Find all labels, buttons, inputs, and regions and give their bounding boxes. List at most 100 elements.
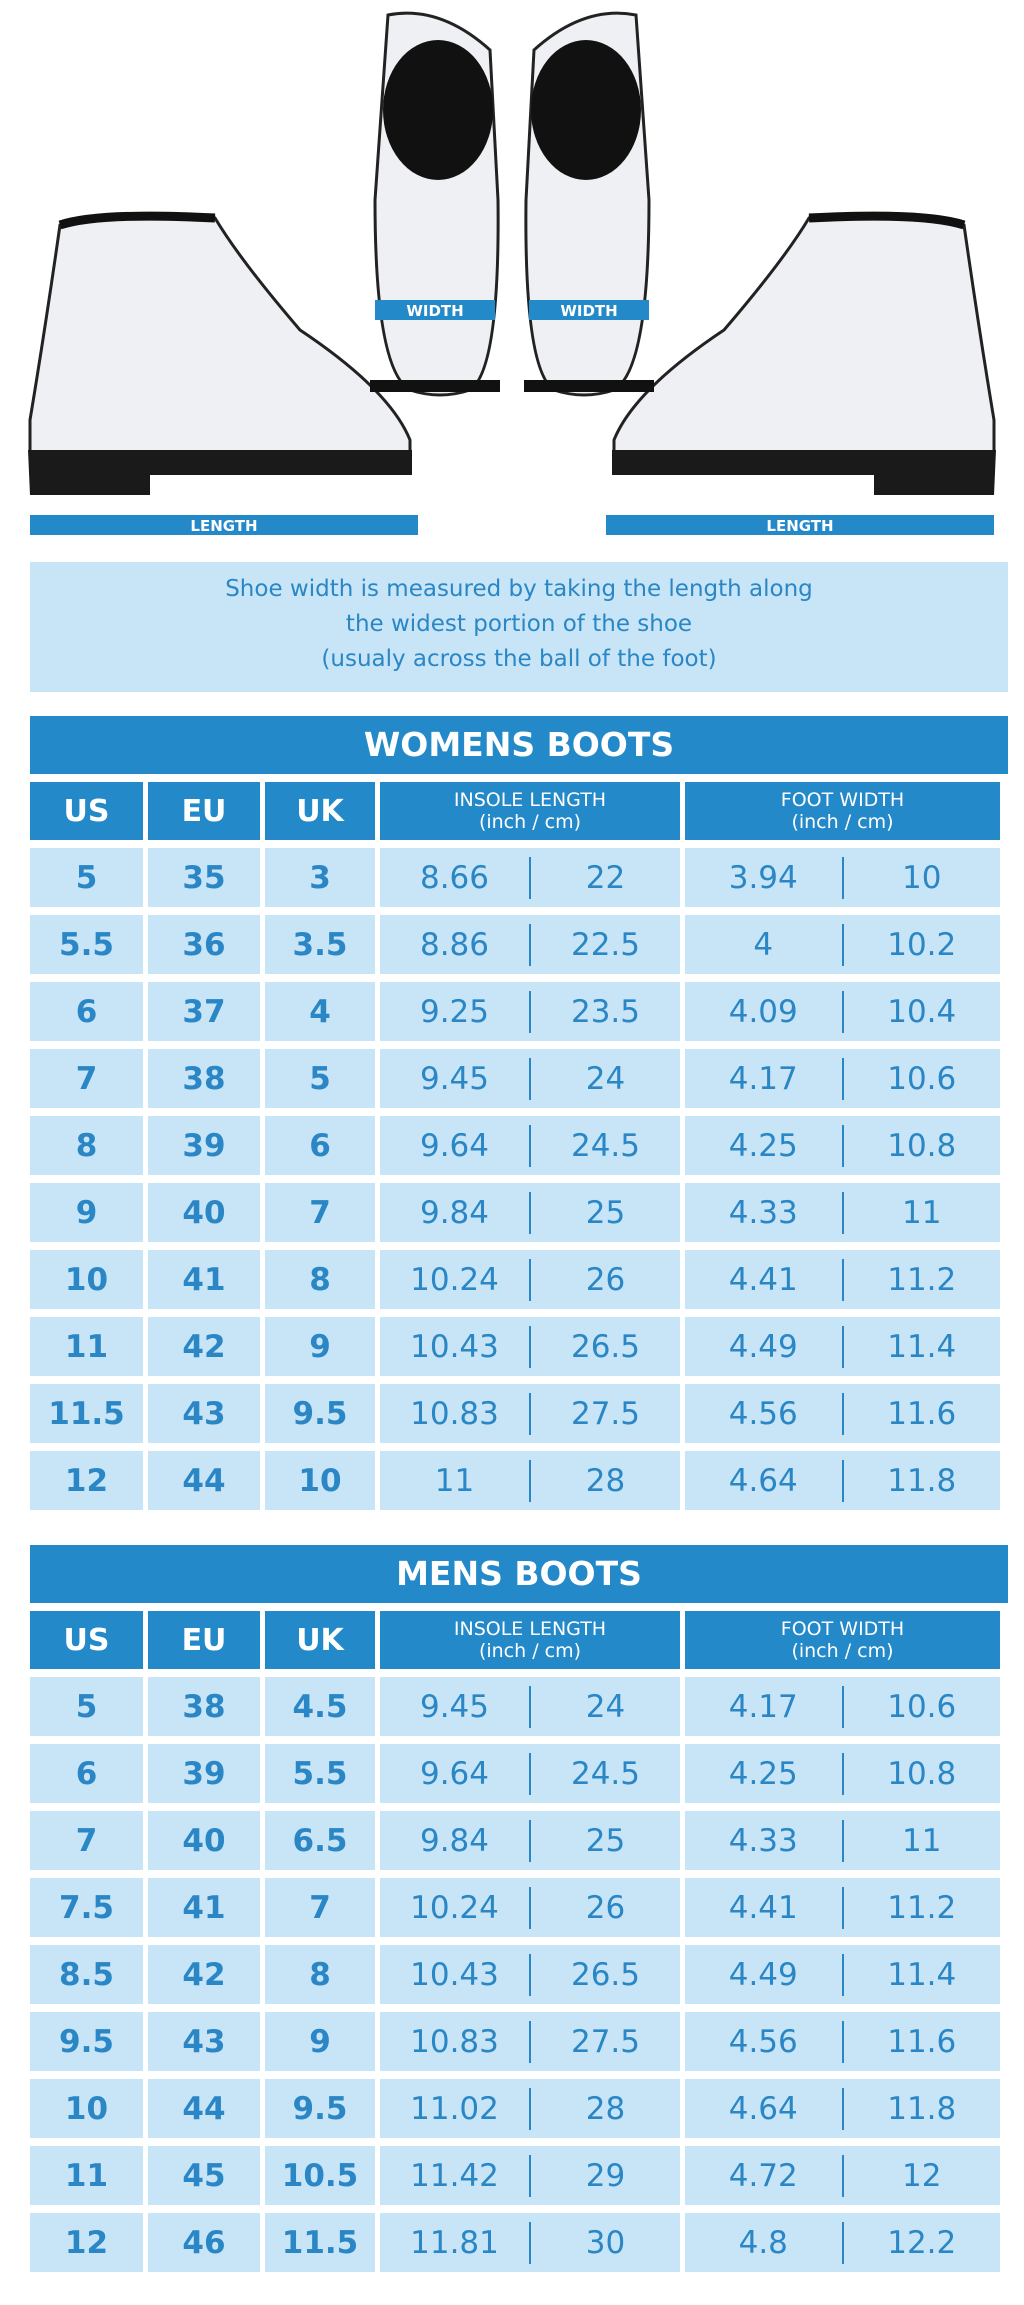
cell-insole-inch: 10.83 — [410, 2023, 499, 2060]
cell-insole: 9.45 24 — [380, 1049, 680, 1108]
cell-width-inch: 4.56 — [728, 2023, 798, 2060]
cell-us: 8 — [30, 1116, 143, 1175]
cell-uk: 11.5 — [265, 2213, 375, 2272]
cell-uk: 9.5 — [265, 2079, 375, 2138]
cell-insole-inch: 9.84 — [419, 1194, 490, 1231]
cell-width-inch: 4.25 — [728, 1755, 798, 1792]
column-divider — [841, 990, 844, 1033]
cell-width-inch: 4.41 — [728, 1889, 798, 1926]
cell-insole-cm: 24 — [585, 1688, 626, 1725]
column-divider — [529, 1752, 531, 1795]
cell-width-inch: 4.41 — [728, 1261, 798, 1298]
cell-width-cm: 11.8 — [887, 2090, 957, 2127]
column-divider — [529, 1258, 531, 1301]
cell-eu: 41 — [148, 1878, 260, 1937]
cell-uk: 8 — [265, 1945, 375, 2004]
table-row: 8.5 42 8 10.43 26.5 4.49 11.4 — [30, 1945, 1008, 2004]
cell-insole-inch: 10.43 — [410, 1956, 499, 1993]
cell-uk: 5 — [265, 1049, 375, 1108]
cell-insole: 11.42 29 — [380, 2146, 680, 2205]
cell-insole: 11.81 30 — [380, 2213, 680, 2272]
cell-eu: 36 — [148, 915, 260, 974]
cell-width-inch: 4.17 — [728, 1688, 798, 1725]
cell-uk: 9.5 — [265, 1384, 375, 1443]
cell-width-inch: 4 — [753, 926, 774, 963]
cell-width-cm: 12.2 — [887, 2224, 957, 2261]
width-label-left: WIDTH — [406, 302, 463, 320]
cell-insole: 9.45 24 — [380, 1677, 680, 1736]
cell-us: 12 — [30, 2213, 143, 2272]
cell-insole-inch: 11.81 — [410, 2224, 499, 2261]
cell-width: 4.49 11.4 — [685, 1317, 1000, 1376]
cell-width-inch: 4.49 — [728, 1328, 798, 1365]
table-row: 5 35 3 8.66 22 3.94 10 — [30, 848, 1008, 907]
length-bar-left — [30, 515, 418, 535]
table-row: 9 40 7 9.84 25 4.33 11 — [30, 1183, 1008, 1242]
cell-width: 4.64 11.8 — [685, 1451, 1000, 1510]
cell-insole-inch: 9.64 — [419, 1755, 490, 1792]
cell-insole-cm: 25 — [585, 1194, 626, 1231]
header-insole: INSOLE LENGTH (inch / cm) — [380, 1611, 680, 1669]
cell-eu: 44 — [148, 2079, 260, 2138]
cell-eu: 38 — [148, 1049, 260, 1108]
column-divider — [529, 1886, 531, 1929]
cell-insole: 9.64 24.5 — [380, 1116, 680, 1175]
cell-width-cm: 11.2 — [887, 1889, 957, 1926]
column-divider — [529, 2154, 531, 2197]
length-label-right: LENGTH — [766, 517, 833, 535]
cell-insole: 11.02 28 — [380, 2079, 680, 2138]
table-row: 7 38 5 9.45 24 4.17 10.6 — [30, 1049, 1008, 1108]
cell-width-inch: 4.49 — [728, 1956, 798, 1993]
cell-eu: 39 — [148, 1744, 260, 1803]
table-row: 9.5 43 9 10.83 27.5 4.56 11.6 — [30, 2012, 1008, 2071]
table-row: 6 37 4 9.25 23.5 4.09 10.4 — [30, 982, 1008, 1041]
cell-eu: 35 — [148, 848, 260, 907]
column-divider — [841, 1819, 844, 1862]
cell-us: 7.5 — [30, 1878, 143, 1937]
column-divider — [529, 1459, 531, 1502]
column-divider — [841, 856, 844, 899]
cell-width: 4.33 11 — [685, 1183, 1000, 1242]
cell-us: 10 — [30, 2079, 143, 2138]
cell-us: 9 — [30, 1183, 143, 1242]
cell-width-cm: 10.6 — [887, 1060, 957, 1097]
cell-insole: 10.43 26.5 — [380, 1317, 680, 1376]
cell-insole-cm: 24 — [585, 1060, 626, 1097]
cell-insole-inch: 9.25 — [419, 993, 490, 1030]
cell-uk: 5.5 — [265, 1744, 375, 1803]
cell-uk: 9 — [265, 1317, 375, 1376]
cell-insole-inch: 11 — [434, 1462, 475, 1499]
table-row: 5 38 4.5 9.45 24 4.17 10.6 — [30, 1677, 1008, 1736]
cell-width: 4.33 11 — [685, 1811, 1000, 1870]
cell-width-cm: 12 — [902, 2157, 942, 2194]
cell-eu: 40 — [148, 1183, 260, 1242]
cell-insole-inch: 8.86 — [419, 926, 490, 963]
cell-insole: 9.84 25 — [380, 1811, 680, 1870]
cell-width: 4.25 10.8 — [685, 1744, 1000, 1803]
cell-insole-cm: 29 — [585, 2157, 626, 2194]
cell-insole-cm: 22 — [585, 859, 626, 896]
cell-us: 11 — [30, 2146, 143, 2205]
column-divider — [841, 1258, 844, 1301]
cell-width-inch: 3.94 — [728, 859, 798, 896]
cell-insole: 10.43 26.5 — [380, 1945, 680, 2004]
header-uk: UK — [265, 782, 375, 840]
width-info-box: Shoe width is measured by taking the len… — [30, 562, 1008, 692]
cell-eu: 43 — [148, 1384, 260, 1443]
header-width-label: FOOT WIDTH — [780, 1618, 905, 1640]
column-divider — [529, 1057, 531, 1100]
cell-width-cm: 10.2 — [887, 926, 957, 963]
cell-uk: 3.5 — [265, 915, 375, 974]
cell-width: 4.41 11.2 — [685, 1878, 1000, 1937]
column-divider — [529, 2087, 531, 2130]
cell-width: 4.09 10.4 — [685, 982, 1000, 1041]
cell-width: 4 10.2 — [685, 915, 1000, 974]
cell-us: 6 — [30, 1744, 143, 1803]
cell-us: 11 — [30, 1317, 143, 1376]
header-insole-label: INSOLE LENGTH — [453, 789, 607, 811]
cell-width-cm: 10 — [902, 859, 942, 896]
table-row: 11 42 9 10.43 26.5 4.49 11.4 — [30, 1317, 1008, 1376]
cell-us: 10 — [30, 1250, 143, 1309]
table-row: 12 44 10 11 28 4.64 11.8 — [30, 1451, 1008, 1510]
cell-insole-inch: 10.24 — [410, 1889, 499, 1926]
